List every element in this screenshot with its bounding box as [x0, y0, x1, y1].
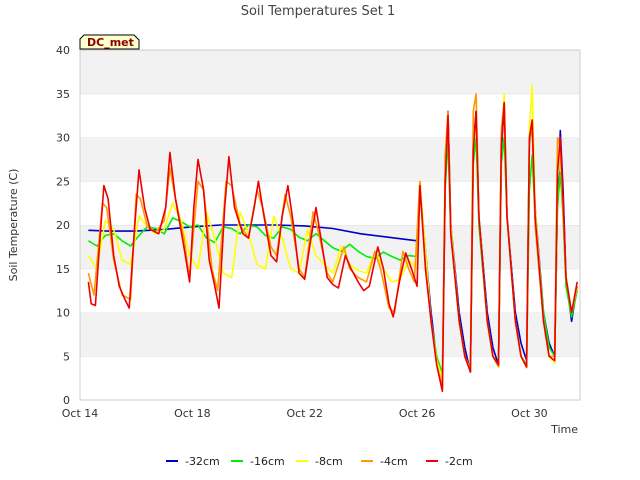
x-tick-label: Oct 18 — [174, 407, 211, 420]
x-axis-label: Time — [550, 423, 578, 436]
legend-label: -16cm — [250, 455, 285, 468]
grid-band — [80, 312, 580, 357]
y-axis-label: Soil Temperature (C) — [7, 169, 20, 282]
y-tick-label: 25 — [56, 175, 70, 188]
y-tick-label: 20 — [56, 219, 70, 232]
station-badge: DC_met — [79, 34, 140, 50]
x-tick-label: Oct 30 — [511, 407, 548, 420]
series-lines — [87, 84, 578, 393]
x-tick-label: Oct 26 — [399, 407, 436, 420]
grid-band — [80, 50, 580, 94]
grid-band — [80, 268, 580, 313]
y-tick-label: 40 — [56, 44, 70, 57]
y-axis-ticks: 0 5 10 15 20 25 30 35 40 — [56, 44, 70, 407]
legend-label: -8cm — [315, 455, 343, 468]
legend-label: -2cm — [445, 455, 473, 468]
badge-box — [79, 34, 140, 50]
grid-band — [80, 137, 580, 182]
y-tick-label: 10 — [56, 307, 70, 320]
legend: -32cm -16cm -8cm -4cm -2cm — [166, 455, 473, 468]
x-axis-ticks: Oct 14 Oct 18 Oct 22 Oct 26 Oct 30 — [62, 407, 548, 420]
grid-bands — [80, 49, 580, 400]
grid-band — [80, 356, 580, 400]
chart-title: Soil Temperatures Set 1 — [241, 4, 396, 19]
grid-band — [80, 181, 580, 225]
y-tick-label: 35 — [56, 88, 70, 101]
legend-label: -4cm — [380, 455, 408, 468]
y-tick-label: 15 — [56, 263, 70, 276]
legend-label: -32cm — [185, 455, 220, 468]
grid-band — [80, 93, 580, 138]
plot-area — [79, 49, 581, 401]
y-tick-label: 0 — [63, 394, 70, 407]
series-line-2cm — [87, 101, 578, 393]
y-tick-label: 5 — [63, 350, 70, 363]
badge-label: DC_met — [87, 36, 134, 49]
y-tick-label: 30 — [56, 132, 70, 145]
x-tick-label: Oct 22 — [286, 407, 323, 420]
x-tick-label: Oct 14 — [62, 407, 99, 420]
